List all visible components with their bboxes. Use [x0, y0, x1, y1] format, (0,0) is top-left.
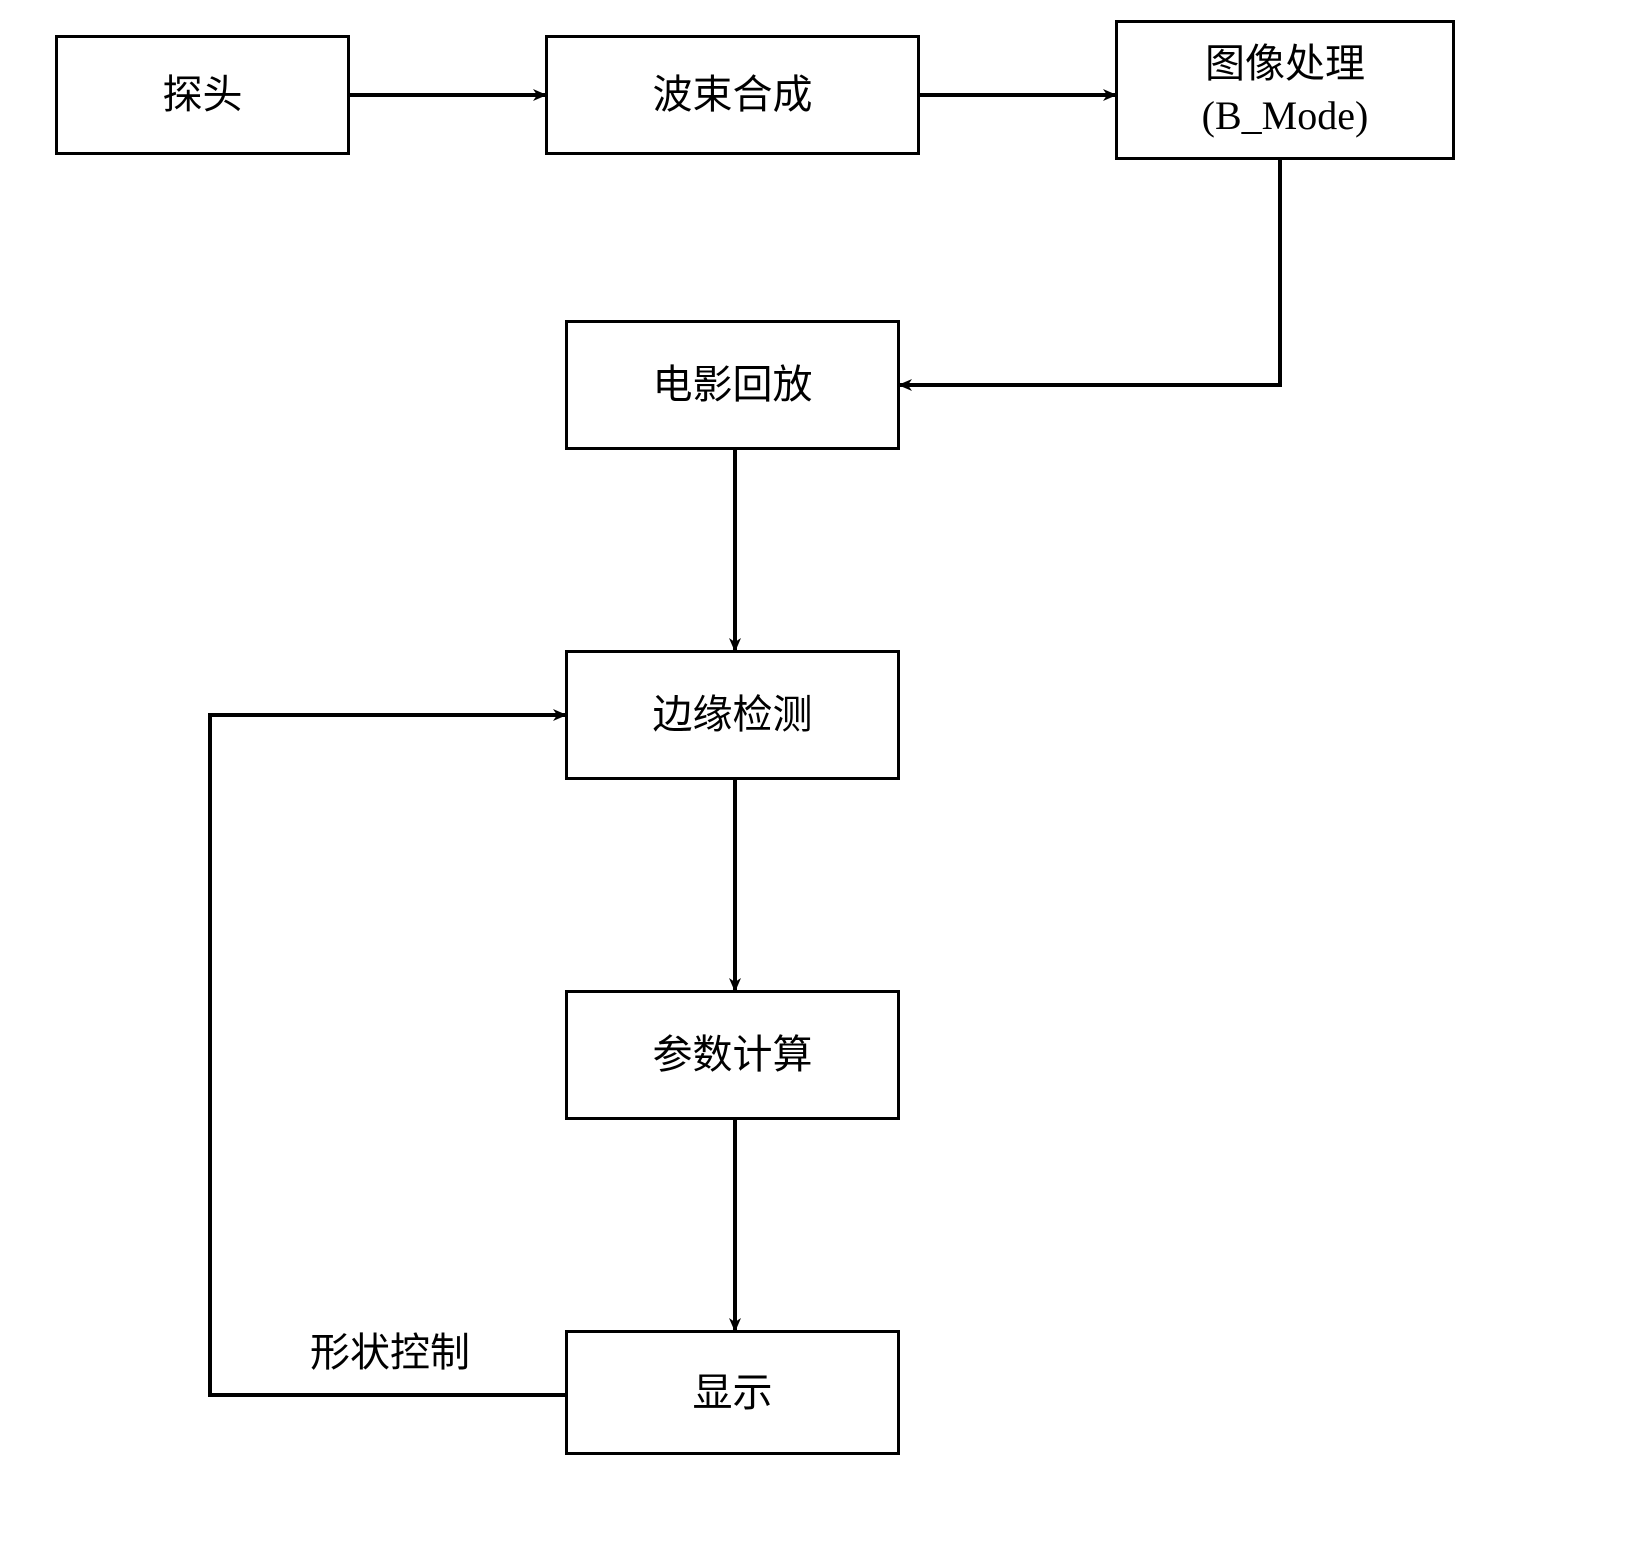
node-probe: 探头	[55, 35, 350, 155]
node-cine-label: 电影回放	[653, 359, 813, 411]
edge-display-edge-feedback	[210, 715, 565, 1395]
node-beamform: 波束合成	[545, 35, 920, 155]
node-param-label: 参数计算	[653, 1029, 813, 1081]
node-edge: 边缘检测	[565, 650, 900, 780]
node-display: 显示	[565, 1330, 900, 1455]
node-cine: 电影回放	[565, 320, 900, 450]
node-imgproc: 图像处理 (B_Mode)	[1115, 20, 1455, 160]
node-probe-label: 探头	[163, 69, 243, 121]
node-beamform-label: 波束合成	[653, 69, 813, 121]
edge-imgproc-cine	[900, 160, 1280, 385]
node-display-label: 显示	[693, 1367, 773, 1419]
node-edge-label: 边缘检测	[653, 689, 813, 741]
edge-feedback-label: 形状控制	[310, 1320, 470, 1378]
node-imgproc-label: 图像处理 (B_Mode)	[1202, 38, 1369, 142]
node-param: 参数计算	[565, 990, 900, 1120]
